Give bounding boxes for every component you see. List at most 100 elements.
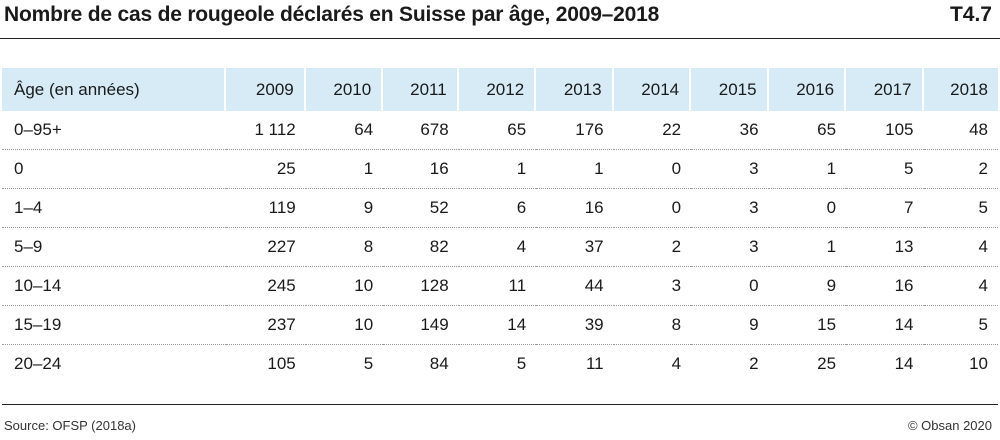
table-cell: 3: [691, 150, 769, 189]
column-header-year: 2013: [536, 68, 614, 111]
table-cell: 65: [768, 111, 847, 150]
row-label-age: 5–9: [2, 228, 226, 267]
table-cell: 5: [923, 306, 998, 345]
column-header-year: 2016: [768, 68, 847, 111]
row-label-age: 0–95+: [2, 111, 226, 150]
table-cell: 14: [894, 354, 914, 373]
table-header-row: Âge (en années) 2009 2010 2011 2012 2013 2014 2…: [2, 68, 998, 111]
data-table: Âge (en années) 2009 2010 2011 2012 2013 2014 2…: [2, 68, 998, 383]
row-label-age: 0: [2, 150, 226, 189]
table-cell: 39: [536, 306, 614, 345]
table-row: 10–14 245 10 128 11 44 3 0 9 16 4: [2, 267, 998, 306]
table-cell: 3: [691, 189, 769, 228]
table-cell: 25: [817, 354, 837, 373]
table-cell: 1: [536, 150, 614, 189]
table-cell: 22: [613, 111, 692, 150]
table-cell: 678: [383, 111, 459, 150]
table-cell: 14: [846, 306, 924, 345]
table-cell: 8: [613, 306, 692, 345]
table-cell: 16: [536, 189, 614, 228]
table-cell: 2: [749, 354, 759, 373]
copyright-note: © Obsan 2020: [907, 418, 992, 433]
column-header-year: 2017: [846, 68, 924, 111]
table-cell: 227: [226, 228, 306, 267]
table-cell: 3: [613, 267, 692, 306]
table-cell: 16: [383, 150, 459, 189]
table-cell: 84: [429, 354, 449, 373]
table-cell: 10: [305, 306, 384, 345]
table-row: 20–24 105 5 84 5 11 4 2 25 14 10: [2, 345, 998, 383]
row-label-age: 1–4: [2, 189, 226, 228]
table-cell: 1: [305, 150, 384, 189]
table-cell: 237: [226, 306, 306, 345]
table-cell: 48: [923, 111, 998, 150]
column-header-year: 2009: [226, 68, 306, 111]
table-cell: 44: [536, 267, 614, 306]
table-cell: 2: [923, 150, 998, 189]
source-note: Source: OFSP (2018a): [4, 418, 136, 433]
table-cell: 5: [363, 354, 374, 373]
table-cell: 0: [768, 189, 847, 228]
row-label-age: 10–14: [2, 267, 226, 306]
table-cell: 1: [768, 150, 847, 189]
table-row: 15–19 237 10 149 14 39 8 9 15 14 5: [2, 306, 998, 345]
table-cell: 10: [305, 267, 384, 306]
table-cell: 119: [226, 189, 306, 228]
table-cell: 0: [613, 150, 692, 189]
table-row: 1–4 119 9 52 6 16 0 3 0 7 5: [2, 189, 998, 228]
table-cell: 65: [458, 111, 537, 150]
table-cell: 128: [383, 267, 459, 306]
page-title: Nombre de cas de rougeole déclarés en Su…: [4, 3, 660, 26]
table-cell: 6: [458, 189, 537, 228]
table-row: 0 25 1 16 1 1 0 3 1 5 2: [2, 150, 998, 189]
table-cell: 176: [536, 111, 614, 150]
column-header-age: Âge (en années): [2, 68, 226, 111]
table-cell: 14: [458, 306, 537, 345]
table-cell: 1: [458, 150, 537, 189]
table-body: 0–95+ 1 112 64 678 65 176 22 36 65 105 48 0 25 1 16 1 1 0…: [2, 111, 998, 383]
table-cell: 25: [226, 150, 306, 189]
table-cell: 9: [768, 267, 847, 306]
table-cell: 4: [671, 354, 682, 373]
table-cell: 5: [846, 150, 924, 189]
table-cell: 105: [846, 111, 924, 150]
table-cell: 9: [691, 306, 769, 345]
table-cell: 4: [923, 267, 998, 306]
bottom-divider: [2, 404, 998, 405]
table-cell: 4: [923, 228, 998, 267]
table-cell: 13: [846, 228, 924, 267]
column-header-year: 2012: [458, 68, 537, 111]
table-cell: 9: [305, 189, 384, 228]
table-cell: 16: [846, 267, 924, 306]
column-header-year: 2011: [383, 68, 459, 111]
column-header-year: 2014: [613, 68, 692, 111]
row-label-age: 20–24: [14, 354, 62, 373]
table-cell: 8: [305, 228, 384, 267]
table-cell: 5: [516, 354, 527, 373]
table-cell: 3: [691, 228, 769, 267]
column-header-year: 2015: [691, 68, 769, 111]
table-cell: 245: [226, 267, 306, 306]
table-cell: 7: [846, 189, 924, 228]
table-id: T4.7: [949, 3, 992, 26]
column-header-year: 2018: [923, 68, 998, 111]
table-cell: 0: [691, 267, 769, 306]
table-cell: 52: [383, 189, 459, 228]
table-cell: 1 112: [226, 111, 306, 150]
table-row: 0–95+ 1 112 64 678 65 176 22 36 65 105 48: [2, 111, 998, 150]
row-label-age: 15–19: [2, 306, 226, 345]
table-cell: 0: [613, 189, 692, 228]
table-cell: 37: [536, 228, 614, 267]
table-cell: 11: [585, 354, 604, 373]
table-cell: 36: [691, 111, 769, 150]
table-cell: 5: [923, 189, 998, 228]
table-cell: 2: [613, 228, 692, 267]
table-cell: 82: [383, 228, 459, 267]
column-header-year: 2010: [305, 68, 384, 111]
table-cell: 11: [458, 267, 537, 306]
table-cell: 64: [305, 111, 384, 150]
table-cell: 105: [267, 354, 296, 373]
table-cell: 149: [383, 306, 459, 345]
table-cell: 1: [768, 228, 847, 267]
table-cell: 15: [768, 306, 847, 345]
